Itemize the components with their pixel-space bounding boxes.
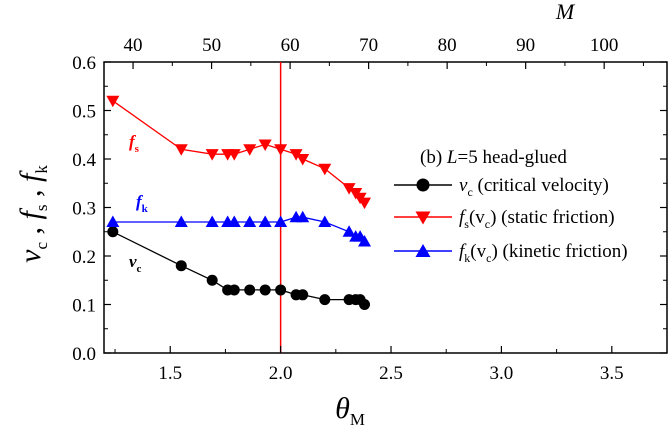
data-point-vc xyxy=(175,260,187,272)
data-point-fk xyxy=(106,215,120,228)
tick-marks: 1.5 2.0 2.5 3.0 3.5 40 50 60 70 80 90 100 0.0 0.1 0.2 0… xyxy=(72,35,667,384)
data-point-fk xyxy=(342,225,356,237)
data-point-fs xyxy=(205,149,219,161)
data-point-fs xyxy=(318,163,332,176)
annotation-fk: fk xyxy=(136,192,149,215)
data-point-fs xyxy=(227,149,241,161)
data-point-fk xyxy=(318,215,332,228)
series-line-vc xyxy=(112,231,365,305)
data-point-vc xyxy=(297,289,309,301)
legend-label-fs: fs(vc) (static friction) xyxy=(459,207,615,231)
data-point-vc xyxy=(107,226,119,238)
y-axis-label: vc , fs , fk xyxy=(14,165,51,263)
series-vc xyxy=(107,226,371,310)
data-point-fk xyxy=(258,215,272,228)
x-top-tick-label: 70 xyxy=(359,35,378,56)
data-point-vc xyxy=(244,284,256,296)
annotation-fs: fs xyxy=(129,132,140,155)
legend-marker-fk xyxy=(415,244,431,257)
data-point-vc xyxy=(359,299,371,310)
x-axis-label-bottom: θM xyxy=(335,392,365,427)
legend-marker-vc xyxy=(416,178,430,192)
legend-entry-fs: fs(vc) (static friction) xyxy=(394,207,615,231)
data-point-fs xyxy=(289,149,303,161)
x-top-tick-label: 50 xyxy=(202,35,221,56)
series-fs xyxy=(106,95,372,210)
data-point-vc xyxy=(275,284,287,296)
y-tick-label: 0.3 xyxy=(72,199,96,220)
x-tick-label: 3.0 xyxy=(490,363,514,384)
y-tick-label: 0.1 xyxy=(72,296,96,317)
data-point-fk xyxy=(274,215,288,228)
x-tick-label: 2.0 xyxy=(269,363,293,384)
data-point-vc xyxy=(228,284,240,296)
data-point-fs xyxy=(258,139,272,151)
data-point-fs xyxy=(358,197,372,210)
x-axis-label-top: M xyxy=(555,0,576,24)
y-tick-label: 0.0 xyxy=(72,344,96,365)
annotation-vc: vc xyxy=(129,252,142,275)
data-point-fk xyxy=(296,210,310,223)
data-point-fs xyxy=(274,144,288,156)
y-tick-label: 0.4 xyxy=(72,150,96,171)
data-point-fk xyxy=(205,215,219,228)
series-fk xyxy=(106,210,372,247)
y-tick-label: 0.6 xyxy=(72,53,96,74)
data-point-fs xyxy=(106,95,120,108)
x-top-tick-label: 40 xyxy=(124,35,143,56)
legend: (b) L=5 head-glued vc (critical velocity… xyxy=(394,147,628,265)
x-top-tick-label: 60 xyxy=(281,35,300,56)
y-tick-label: 0.2 xyxy=(72,247,96,268)
legend-title: (b) L=5 head-glued xyxy=(420,147,567,168)
x-tick-label: 3.5 xyxy=(600,363,624,384)
series-layer xyxy=(106,95,372,310)
data-point-fk xyxy=(227,215,241,228)
data-point-fk xyxy=(174,215,188,228)
legend-label-vc: vc (critical velocity) xyxy=(459,175,609,199)
x-top-tick-label: 90 xyxy=(516,35,535,56)
x-tick-label: 1.5 xyxy=(158,363,182,384)
x-top-tick-label: 80 xyxy=(438,35,457,56)
data-point-fs xyxy=(174,144,188,156)
x-top-tick-label: 100 xyxy=(590,35,619,56)
data-point-fs xyxy=(243,144,257,156)
legend-label-fk: fk(vc) (kinetic friction) xyxy=(459,241,628,265)
data-point-vc xyxy=(259,284,271,296)
legend-marker-fs xyxy=(415,211,431,225)
data-point-vc xyxy=(319,294,331,306)
data-point-fk xyxy=(243,215,257,228)
x-tick-label: 2.5 xyxy=(379,363,403,384)
data-point-vc xyxy=(206,274,218,286)
data-point-fs xyxy=(342,183,356,195)
legend-entry-fk: fk(vc) (kinetic friction) xyxy=(394,241,628,265)
data-point-fs xyxy=(296,154,310,166)
legend-entry-vc: vc (critical velocity) xyxy=(394,175,609,199)
y-tick-label: 0.5 xyxy=(72,102,96,123)
data-point-fk xyxy=(358,234,372,247)
